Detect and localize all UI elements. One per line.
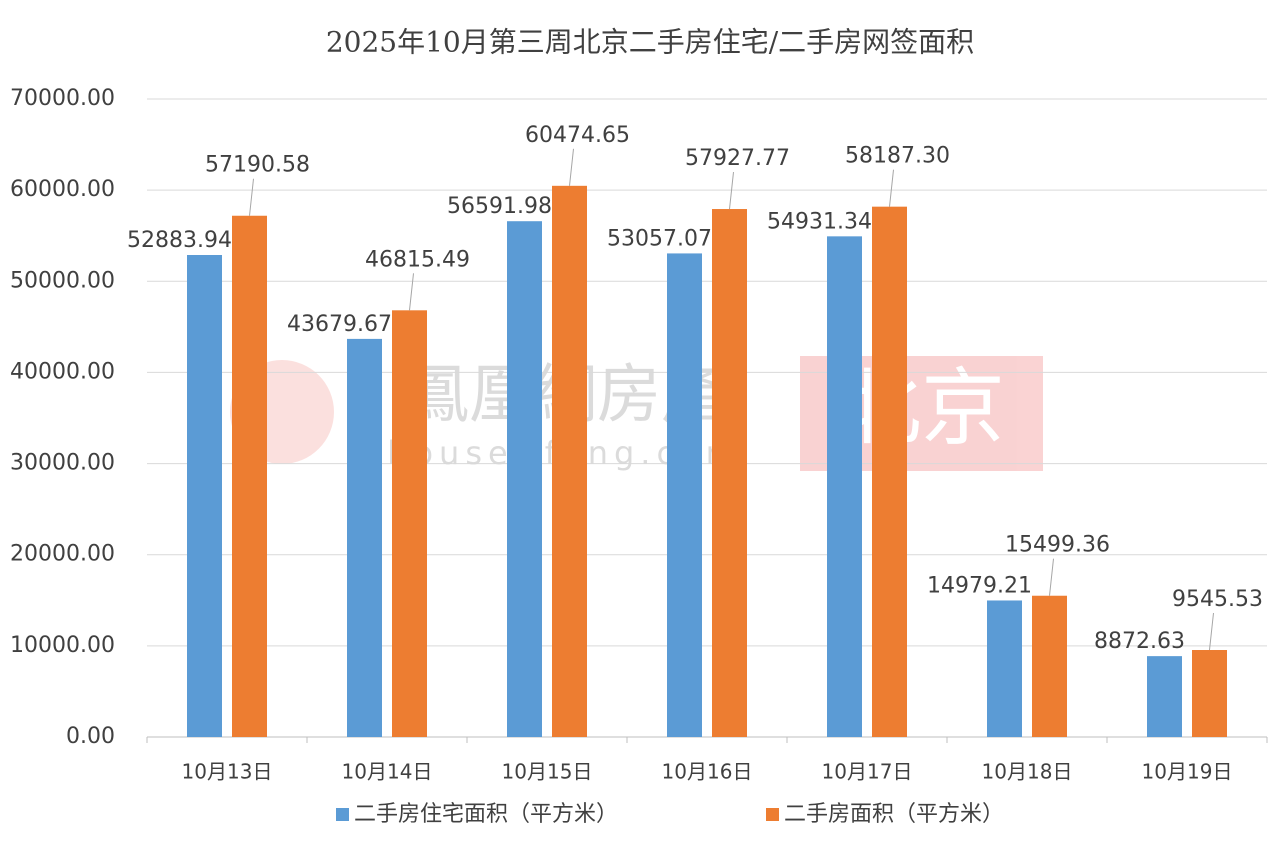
legend-label: 二手房住宅面积（平方米） bbox=[354, 802, 618, 827]
label-leader bbox=[729, 171, 734, 210]
bar bbox=[347, 338, 382, 737]
label-leader bbox=[409, 273, 414, 311]
data-label: 54931.34 bbox=[767, 209, 872, 234]
y-tick-label: 50000.00 bbox=[10, 268, 115, 293]
bar bbox=[827, 236, 862, 737]
bar bbox=[507, 221, 542, 737]
y-tick-label: 20000.00 bbox=[10, 542, 115, 567]
data-label: 43679.67 bbox=[287, 312, 392, 337]
data-label: 46815.49 bbox=[365, 247, 470, 272]
data-label: 52883.94 bbox=[127, 228, 232, 253]
x-tick-label: 10月16日 bbox=[662, 760, 753, 784]
bar bbox=[232, 215, 267, 737]
legend-label: 二手房面积（平方米） bbox=[784, 802, 1004, 827]
data-label: 57927.77 bbox=[685, 146, 790, 171]
x-tick-label: 10月18日 bbox=[982, 760, 1073, 784]
chart-title: 2025年10月第三周北京二手房住宅/二手房网签面积 bbox=[326, 26, 974, 59]
x-tick-label: 10月15日 bbox=[502, 760, 593, 784]
data-label: 15499.36 bbox=[1005, 533, 1110, 558]
bar bbox=[667, 253, 702, 737]
label-leader bbox=[1049, 558, 1054, 596]
label-leader bbox=[249, 178, 254, 216]
y-tick-label: 40000.00 bbox=[10, 359, 115, 384]
data-label: 9545.53 bbox=[1172, 587, 1263, 612]
x-tick-label: 10月13日 bbox=[182, 760, 273, 784]
data-label: 56591.98 bbox=[447, 194, 552, 219]
y-tick-label: 0.00 bbox=[66, 724, 115, 749]
bar bbox=[187, 255, 222, 737]
data-label: 58187.30 bbox=[845, 144, 950, 169]
y-tick-label: 10000.00 bbox=[10, 633, 115, 658]
data-label: 53057.07 bbox=[607, 226, 712, 251]
bar bbox=[392, 310, 427, 737]
data-label: 8872.63 bbox=[1094, 629, 1185, 654]
legend-swatch bbox=[336, 808, 349, 821]
bar bbox=[712, 209, 747, 737]
bar bbox=[1032, 595, 1067, 737]
bar bbox=[552, 185, 587, 737]
data-label: 60474.65 bbox=[525, 123, 630, 148]
bar bbox=[987, 600, 1022, 737]
watermark-city: 北京 bbox=[837, 359, 1005, 457]
label-leader bbox=[569, 148, 574, 186]
y-tick-label: 60000.00 bbox=[10, 177, 115, 202]
x-tick-label: 10月17日 bbox=[822, 760, 913, 784]
y-tick-label: 70000.00 bbox=[10, 86, 115, 111]
x-tick-label: 10月14日 bbox=[342, 760, 433, 784]
label-leader bbox=[1209, 612, 1214, 651]
label-leader bbox=[889, 169, 894, 207]
y-tick-label: 30000.00 bbox=[10, 451, 115, 476]
data-label: 57190.58 bbox=[205, 153, 310, 178]
x-tick-label: 10月19日 bbox=[1142, 760, 1233, 784]
legend-swatch bbox=[766, 808, 779, 821]
bar bbox=[1192, 649, 1227, 737]
bar bbox=[1147, 656, 1182, 737]
data-label: 14979.21 bbox=[927, 573, 1032, 598]
bar bbox=[872, 206, 907, 738]
